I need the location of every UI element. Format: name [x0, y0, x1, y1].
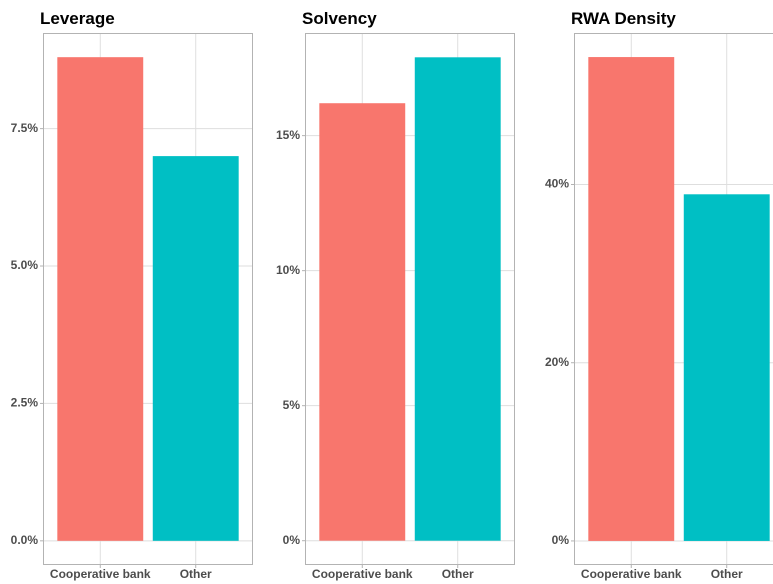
panel-border — [305, 33, 515, 565]
x-tick-label: Other — [180, 567, 212, 581]
y-tick-label: 40% — [545, 177, 569, 191]
y-tick-label: 5.0% — [11, 258, 39, 272]
y-tick-label: 0% — [552, 533, 570, 547]
bar — [319, 103, 406, 541]
x-tick-label: Other — [711, 567, 743, 581]
bar — [414, 57, 501, 541]
y-tick-label: 0.0% — [11, 533, 39, 547]
y-tick-label: 10% — [276, 263, 300, 277]
x-tick-label: Cooperative bank — [581, 567, 682, 581]
x-tick-label: Other — [442, 567, 474, 581]
chart-title: RWA Density — [571, 9, 676, 28]
bar — [152, 156, 239, 541]
y-tick-label: 15% — [276, 128, 300, 142]
chart-title: Solvency — [302, 9, 377, 28]
x-tick-label: Cooperative bank — [50, 567, 151, 581]
y-tick-label: 0% — [283, 533, 301, 547]
y-tick-label: 7.5% — [11, 121, 39, 135]
panel-border — [574, 33, 773, 565]
y-tick-label: 20% — [545, 355, 569, 369]
x-tick-label: Cooperative bank — [312, 567, 413, 581]
chart-title: Leverage — [40, 9, 115, 28]
bar — [683, 194, 770, 541]
bar — [57, 57, 144, 541]
y-tick-label: 2.5% — [11, 396, 39, 410]
y-tick-label: 5% — [283, 398, 301, 412]
panel-border — [43, 33, 253, 565]
bar — [588, 57, 675, 541]
